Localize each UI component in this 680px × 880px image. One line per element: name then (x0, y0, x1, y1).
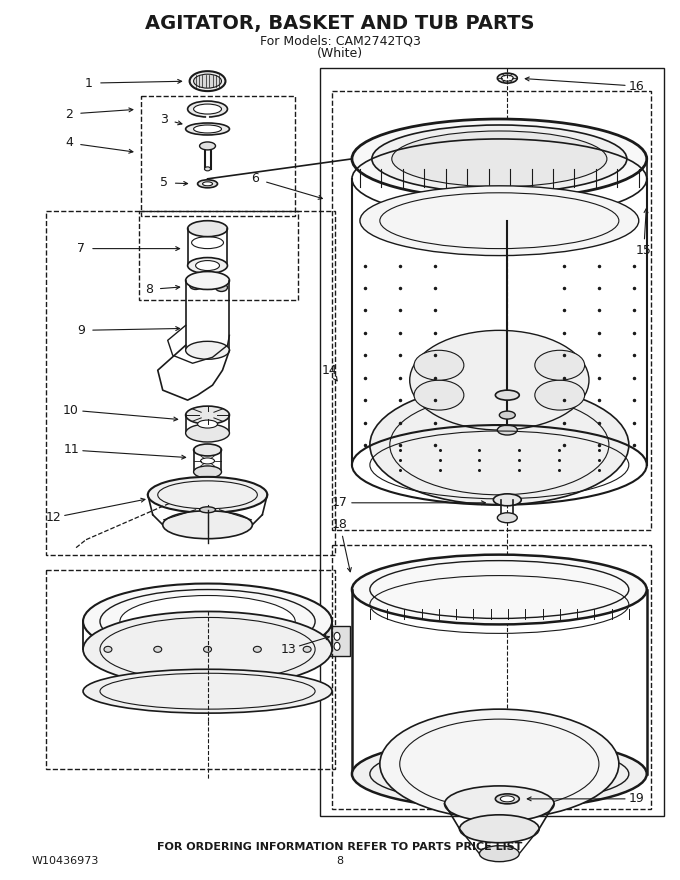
Ellipse shape (499, 411, 515, 419)
Ellipse shape (120, 596, 295, 648)
Ellipse shape (392, 131, 607, 187)
Ellipse shape (104, 646, 112, 652)
Ellipse shape (494, 494, 522, 506)
Ellipse shape (186, 123, 229, 135)
Ellipse shape (380, 709, 619, 818)
Ellipse shape (535, 380, 585, 410)
Ellipse shape (500, 796, 514, 802)
Ellipse shape (186, 341, 229, 359)
Bar (332, 92, 651, 530)
Ellipse shape (414, 380, 464, 410)
Ellipse shape (83, 583, 332, 659)
Text: 14: 14 (322, 363, 338, 377)
Ellipse shape (535, 350, 585, 380)
Text: 4: 4 (65, 136, 73, 150)
Text: 17: 17 (332, 496, 348, 510)
Ellipse shape (495, 390, 520, 400)
Ellipse shape (203, 278, 216, 287)
Ellipse shape (495, 794, 520, 803)
Ellipse shape (199, 507, 216, 513)
Ellipse shape (414, 350, 464, 380)
Ellipse shape (479, 846, 520, 862)
Ellipse shape (198, 420, 218, 428)
Ellipse shape (83, 670, 332, 713)
Ellipse shape (163, 510, 252, 539)
Text: 15: 15 (636, 244, 651, 257)
Text: 9: 9 (77, 324, 85, 337)
Ellipse shape (194, 104, 222, 114)
Text: 10: 10 (63, 404, 79, 416)
Ellipse shape (497, 513, 517, 523)
Ellipse shape (188, 101, 228, 117)
Bar (139, 210, 298, 300)
Text: AGITATOR, BASKET AND TUB PARTS: AGITATOR, BASKET AND TUB PARTS (146, 14, 534, 33)
Ellipse shape (352, 739, 647, 809)
Ellipse shape (372, 125, 627, 193)
Ellipse shape (203, 646, 211, 652)
Ellipse shape (303, 646, 311, 652)
Ellipse shape (188, 258, 228, 274)
Text: 8: 8 (145, 283, 153, 296)
Text: 5: 5 (160, 176, 168, 189)
Ellipse shape (497, 425, 517, 435)
Text: FOR ORDERING INFORMATION REFER TO PARTS PRICE LIST: FOR ORDERING INFORMATION REFER TO PARTS … (157, 841, 523, 852)
Text: 3: 3 (160, 113, 168, 126)
Text: 18: 18 (332, 518, 348, 532)
Ellipse shape (352, 554, 647, 625)
Bar (46, 569, 335, 769)
Ellipse shape (154, 646, 162, 652)
Bar (332, 545, 651, 809)
Ellipse shape (460, 815, 539, 843)
Text: 13: 13 (280, 642, 296, 656)
Ellipse shape (334, 633, 340, 641)
Text: (White): (White) (317, 47, 363, 60)
Ellipse shape (194, 125, 222, 133)
Ellipse shape (194, 74, 222, 88)
Ellipse shape (360, 186, 639, 255)
Text: W10436973: W10436973 (31, 855, 99, 866)
Bar (325, 627, 350, 656)
Ellipse shape (196, 260, 220, 270)
Ellipse shape (188, 221, 228, 237)
Text: 7: 7 (77, 242, 85, 255)
Ellipse shape (334, 642, 340, 650)
Ellipse shape (190, 282, 201, 290)
Ellipse shape (254, 646, 261, 652)
Ellipse shape (190, 71, 226, 92)
Ellipse shape (186, 424, 229, 442)
Text: 1: 1 (85, 77, 93, 90)
Text: 8: 8 (337, 855, 343, 866)
Ellipse shape (352, 119, 647, 199)
Bar (141, 96, 295, 216)
Ellipse shape (410, 330, 589, 430)
Text: 2: 2 (65, 107, 73, 121)
Ellipse shape (203, 182, 213, 186)
Ellipse shape (216, 283, 228, 291)
Ellipse shape (186, 406, 229, 424)
Ellipse shape (370, 385, 629, 505)
Ellipse shape (497, 73, 517, 83)
Ellipse shape (83, 612, 332, 687)
Text: 11: 11 (63, 444, 79, 457)
Text: For Models: CAM2742TQ3: For Models: CAM2742TQ3 (260, 35, 420, 48)
Ellipse shape (501, 75, 513, 81)
Text: 19: 19 (629, 792, 645, 805)
Text: 12: 12 (46, 511, 61, 524)
Ellipse shape (445, 786, 554, 822)
Ellipse shape (194, 444, 222, 456)
Ellipse shape (205, 167, 211, 171)
Ellipse shape (148, 477, 267, 513)
Ellipse shape (194, 466, 222, 478)
Text: 16: 16 (629, 79, 645, 92)
Ellipse shape (186, 272, 229, 290)
Bar (320, 68, 664, 816)
Bar (46, 210, 335, 554)
Ellipse shape (199, 142, 216, 150)
Ellipse shape (198, 180, 218, 187)
Text: 6: 6 (252, 172, 259, 186)
